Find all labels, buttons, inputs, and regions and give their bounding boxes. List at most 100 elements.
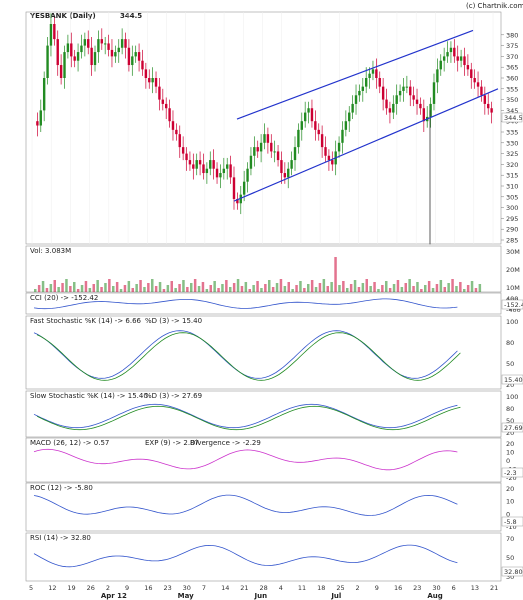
volume-bar — [435, 284, 439, 292]
date-tick-label: 11 — [298, 584, 306, 592]
panel-label: Slow Stochastic %K (14) -> 15.40 — [30, 392, 148, 400]
volume-bar — [463, 289, 466, 292]
candle-body — [409, 86, 412, 96]
candle-body — [283, 173, 287, 178]
indicator-line — [33, 298, 458, 310]
volume-bar — [474, 288, 478, 292]
volume-bar — [299, 281, 302, 292]
candle-body — [273, 151, 276, 153]
volume-bar — [447, 283, 450, 292]
volume-bar — [439, 280, 443, 292]
copyright-label: (c) Chartnik.com — [466, 2, 523, 10]
volume-bar — [408, 279, 411, 292]
volume-bar — [88, 288, 92, 292]
volume-bar — [303, 288, 306, 292]
date-tick-label: 21 — [240, 584, 248, 592]
indicator-line — [33, 403, 458, 429]
date-tick-label: 16 — [144, 584, 152, 592]
candle-body — [287, 168, 290, 178]
candle-body — [215, 168, 219, 178]
candle-body — [87, 39, 90, 48]
candle-body — [375, 69, 378, 78]
date-tick-label: 25 — [336, 584, 344, 592]
panel-tick-label: 70 — [506, 535, 514, 543]
panel-tick-label: 30 — [506, 573, 514, 581]
panel-frame — [25, 390, 502, 438]
volume-bar — [174, 288, 177, 292]
volume-bar — [213, 281, 216, 292]
price-tick-label: 320 — [506, 161, 518, 169]
candle-body — [480, 86, 483, 96]
volume-bar — [373, 282, 376, 292]
volume-bar — [201, 282, 205, 292]
volume-bar — [41, 281, 45, 292]
candle-body — [456, 56, 459, 61]
candle-body — [307, 108, 310, 113]
month-label: Jul — [330, 592, 341, 600]
date-tick-label: 19 — [67, 584, 75, 592]
volume-bar — [139, 280, 142, 292]
volume-bar — [61, 283, 64, 292]
candle-body — [354, 95, 358, 104]
candle-body — [378, 78, 381, 87]
candle-body — [327, 155, 331, 161]
volume-bar — [365, 279, 368, 292]
candle-body — [161, 99, 165, 104]
svg-text:344.5: 344.5 — [504, 114, 523, 122]
candle-body — [466, 65, 470, 70]
volume-bar — [197, 286, 201, 292]
volume-bar — [385, 281, 388, 292]
volume-bar — [182, 280, 185, 292]
volume-bar — [225, 280, 228, 292]
candle-body — [83, 39, 87, 46]
panel-fast-stochastic: Fast Stochastic %K (14) -> 6.66 %D (3) ->… — [25, 315, 523, 390]
volume-bar — [459, 282, 462, 292]
price-tick-label: 345 — [506, 107, 518, 115]
panel-value: -2.3 — [504, 469, 517, 477]
candle-body — [341, 129, 344, 143]
candle-body — [459, 56, 463, 61]
volume-bar — [151, 279, 154, 292]
date-tick-label: 28 — [260, 584, 268, 592]
panel-slow-stochastic: Slow Stochastic %K (14) -> 15.40%D (3) -… — [25, 390, 523, 438]
volume-bar — [404, 283, 407, 292]
volume-bar — [65, 279, 68, 292]
price-tick-label: 355 — [506, 85, 518, 93]
volume-bar — [349, 284, 353, 292]
candle-body — [490, 108, 493, 113]
candle-body — [103, 43, 107, 45]
price-tick-label: 295 — [506, 215, 518, 223]
candle-body — [239, 194, 242, 204]
candle-body — [344, 121, 348, 130]
panel-label-3: Divergence -> -2.29 — [190, 439, 261, 447]
volume-bar — [420, 289, 423, 292]
candle-body — [42, 78, 46, 111]
candle-body — [368, 73, 371, 78]
volume-bar — [248, 289, 251, 292]
date-tick-label: 26 — [87, 584, 95, 592]
panel-macd: MACD (26, 12) -> 0.57 EXP (9) -> 2.87Dive… — [25, 437, 523, 483]
volume-bar — [123, 285, 127, 292]
month-label: Jun — [254, 592, 268, 600]
panel-label: CCI (20) -> -152.42 — [30, 294, 98, 302]
volume-bar — [217, 288, 220, 292]
volume-bar — [154, 286, 158, 292]
candle-body — [39, 110, 42, 126]
date-tick-label: 5 — [29, 584, 33, 592]
candle-body — [310, 108, 314, 122]
candle-body — [53, 24, 56, 40]
volume-bar — [318, 283, 322, 292]
candle-body — [388, 108, 392, 113]
volume-bar — [478, 284, 482, 292]
candle-body — [144, 69, 148, 78]
candle-body — [303, 112, 307, 122]
panel-value-box — [501, 516, 523, 527]
candle-body — [63, 52, 66, 78]
candle-body — [124, 39, 127, 48]
volume-bar — [131, 288, 134, 292]
candle-body — [148, 78, 151, 83]
candle-body — [154, 78, 158, 87]
candle-body — [259, 142, 263, 152]
candle-body — [117, 47, 120, 53]
volume-bar — [287, 282, 290, 292]
